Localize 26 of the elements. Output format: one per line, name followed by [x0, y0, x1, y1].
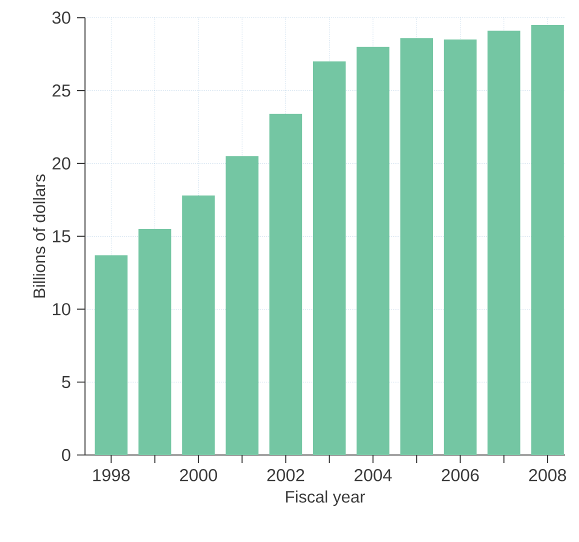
x-tick-label: 2004 — [354, 469, 392, 482]
y-tick-label: 15 — [53, 230, 70, 242]
y-tick-label: 5 — [62, 376, 70, 388]
y-axis-title: Billions of dollars — [32, 174, 46, 298]
bar — [94, 255, 128, 455]
y-tick-label: 30 — [52, 12, 70, 24]
bar — [182, 196, 215, 455]
y-tick-label: 25 — [52, 84, 70, 97]
x-tick-label: 2006 — [442, 469, 479, 482]
x-tick-label: 2008 — [529, 469, 566, 482]
x-axis-title: Fiscal year — [286, 490, 365, 506]
bar — [400, 38, 433, 455]
y-tick-label: 20 — [52, 157, 70, 170]
x-tick-label: 2002 — [267, 469, 304, 482]
bar — [356, 46, 390, 455]
y-tick-label: 10 — [53, 303, 70, 316]
bar — [226, 156, 258, 455]
x-tick-label: 2000 — [180, 469, 218, 482]
bar — [138, 229, 172, 455]
y-tick-label: 0 — [62, 448, 70, 462]
bar — [531, 24, 564, 455]
bar — [488, 30, 520, 455]
bar — [269, 114, 302, 455]
x-tick-label: 1998 — [93, 469, 130, 482]
bar — [313, 61, 346, 455]
bar — [444, 40, 477, 455]
